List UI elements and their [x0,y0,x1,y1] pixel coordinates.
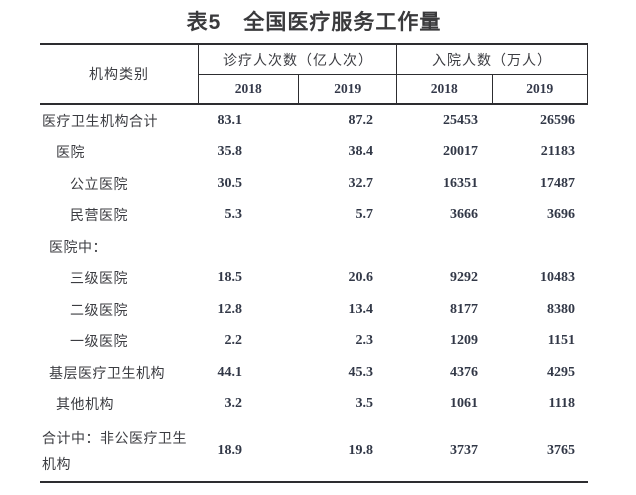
cell-value: 5.7 [355,207,374,223]
cell-value: 1061 [450,396,478,412]
table-row: 医院中： [40,231,588,263]
table-row: 基层医疗卫生机构 44.1 45.3 4376 4295 [40,357,588,389]
cell-value: 8380 [547,301,575,317]
cell-value: 1118 [548,396,575,412]
header-group-admissions-label: 入院人数（万人） [397,45,587,75]
cell-value: 35.8 [217,144,243,160]
cell-value: 19.8 [348,442,374,458]
header-years-outpatient: 2018 2019 [199,75,397,103]
cell-value: 3666 [450,207,478,223]
cell-value: 10483 [540,270,575,286]
table-row: 三级医院 18.5 20.6 9292 10483 [40,263,588,295]
header-year-admissions-2019: 2019 [526,81,554,96]
cell-value: 44.1 [217,364,243,380]
table-header: 机构类别 诊疗人次数（亿人次） 2018 2019 入院人数（万人） 2018 … [40,43,588,105]
row-label: 合计中：非公医疗卫生机构 [42,429,187,472]
table-row: 民营医院 5.3 5.7 3666 3696 [40,200,588,232]
table-title: 表5 全国医疗服务工作量 [186,11,442,34]
cell-value: 18.5 [217,270,243,286]
cell-value: 17487 [540,175,575,191]
cell-value: 32.7 [348,175,374,191]
cell-value: 3737 [450,442,478,458]
header-group-outpatient-label: 诊疗人次数（亿人次） [199,45,397,75]
cell-value: 2.3 [355,333,374,349]
cell-value: 38.4 [348,144,374,160]
cell-value: 4295 [547,364,575,380]
row-label: 医院中： [49,238,107,255]
cell-value: 3.5 [355,396,374,412]
row-label: 医疗卫生机构合计 [42,112,158,129]
cell-value: 13.4 [348,301,374,317]
cell-value: 3765 [547,442,575,458]
cell-value: 26596 [540,112,575,128]
cell-value: 18.9 [217,442,243,458]
table-row: 医疗卫生机构合计 83.1 87.2 25453 26596 [40,105,588,137]
row-label: 民营医院 [70,207,128,224]
cell-value: 30.5 [217,175,243,191]
cell-value: 20.6 [348,270,374,286]
table-row: 公立医院 30.5 32.7 16351 17487 [40,168,588,200]
cell-value: 21183 [540,144,575,160]
row-label: 医院 [56,144,85,161]
cell-value: 8177 [450,301,478,317]
row-label: 公立医院 [70,175,128,192]
cell-value: 3696 [547,207,575,223]
cell-value: 1209 [450,333,478,349]
data-table: 机构类别 诊疗人次数（亿人次） 2018 2019 入院人数（万人） 2018 … [40,43,588,483]
header-group-admissions: 入院人数（万人） 2018 2019 [396,45,588,103]
row-label: 三级医院 [70,270,128,287]
table-row: 一级医院 2.2 2.3 1209 1151 [40,326,588,358]
row-label: 一级医院 [70,333,128,350]
cell-value: 20017 [443,144,478,160]
cell-value: 5.3 [224,207,243,223]
cell-value: 9292 [450,270,478,286]
cell-value: 45.3 [348,364,374,380]
table-body: 医疗卫生机构合计 83.1 87.2 25453 26596 医院 35.8 38.4 2001… [40,105,588,483]
header-years-admissions: 2018 2019 [397,75,587,103]
cell-value: 12.8 [217,301,243,317]
header-year-outpatient-2019: 2019 [334,81,362,96]
cell-value: 87.2 [348,112,374,128]
table-row: 其他机构 3.2 3.5 1061 1118 [40,389,588,421]
header-year-admissions-2018: 2018 [397,75,493,103]
table-row: 医院 35.8 38.4 20017 21183 [40,137,588,169]
header-group-outpatient-visits: 诊疗人次数（亿人次） 2018 2019 [199,45,397,103]
cell-value: 83.1 [217,112,243,128]
table-row: 合计中：非公医疗卫生机构 18.9 19.8 3737 3765 [40,420,588,481]
row-label: 其他机构 [56,396,114,413]
row-label: 基层医疗卫生机构 [49,364,165,381]
cell-value: 25453 [443,112,478,128]
row-label: 二级医院 [70,301,128,318]
cell-value: 2.2 [224,333,243,349]
cell-value: 16351 [443,175,478,191]
cell-value: 3.2 [224,396,243,412]
table-row: 二级医院 12.8 13.4 8177 8380 [40,294,588,326]
header-cell-category: 机构类别 [40,45,199,103]
header-year-outpatient-2018: 2018 [199,75,299,103]
cell-value: 1151 [547,333,575,349]
cell-value: 4376 [450,364,478,380]
